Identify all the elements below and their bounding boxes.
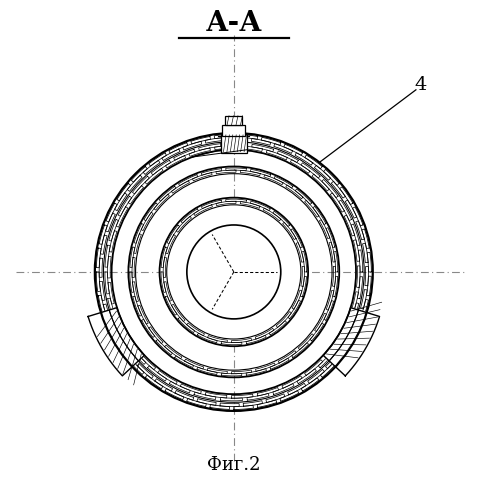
- Bar: [221, 134, 247, 152]
- Text: 4: 4: [415, 76, 427, 94]
- Text: А-А: А-А: [205, 10, 262, 37]
- Bar: [222, 126, 245, 136]
- Bar: [225, 116, 242, 126]
- Circle shape: [128, 166, 339, 378]
- Circle shape: [95, 133, 373, 411]
- Polygon shape: [88, 308, 145, 376]
- Text: Фиг.2: Фиг.2: [207, 456, 261, 473]
- Polygon shape: [323, 308, 379, 376]
- Circle shape: [187, 225, 281, 319]
- Circle shape: [160, 198, 308, 346]
